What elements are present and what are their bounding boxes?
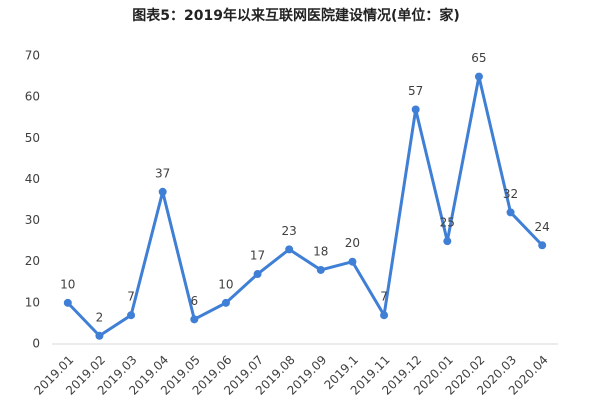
- point: [348, 257, 357, 266]
- data-label: 2: [96, 310, 104, 324]
- data-label: 10: [218, 277, 233, 291]
- data-label: 7: [127, 290, 135, 304]
- y-tick-label: 70: [25, 49, 40, 63]
- data-label: 24: [535, 220, 550, 234]
- y-tick-label: 0: [32, 337, 40, 351]
- data-label: 7: [380, 290, 388, 304]
- data-label: 32: [503, 187, 518, 201]
- point: [411, 105, 420, 114]
- point: [474, 72, 483, 81]
- chart-title: 图表5：2019年以来互联网医院建设情况(单位：家): [132, 7, 460, 24]
- data-label: 17: [250, 249, 265, 263]
- point: [316, 265, 325, 274]
- y-tick-label: 40: [25, 172, 40, 186]
- point: [127, 311, 136, 320]
- y-tick-label: 10: [25, 295, 40, 309]
- data-label: 23: [282, 224, 297, 238]
- data-label: 20: [345, 236, 360, 250]
- data-label: 37: [155, 166, 170, 180]
- point: [63, 298, 72, 307]
- point: [190, 315, 199, 324]
- data-label: 65: [471, 51, 486, 65]
- point: [158, 187, 167, 196]
- point: [221, 298, 230, 307]
- point: [253, 270, 262, 279]
- point: [380, 311, 389, 320]
- y-tick-label: 50: [25, 131, 40, 145]
- line: [66, 75, 544, 338]
- point: [95, 331, 104, 340]
- data-label: 6: [190, 294, 198, 308]
- point: [538, 241, 547, 250]
- y-tick-label: 30: [25, 213, 40, 227]
- point: [506, 208, 515, 217]
- y-tick-label: 20: [25, 254, 40, 268]
- data-label: 18: [313, 244, 328, 258]
- y-tick-label: 60: [25, 90, 40, 104]
- data-label: 57: [408, 84, 423, 98]
- point: [285, 245, 294, 254]
- data-label: 25: [440, 216, 455, 230]
- data-label: 10: [60, 277, 75, 291]
- point: [443, 237, 452, 246]
